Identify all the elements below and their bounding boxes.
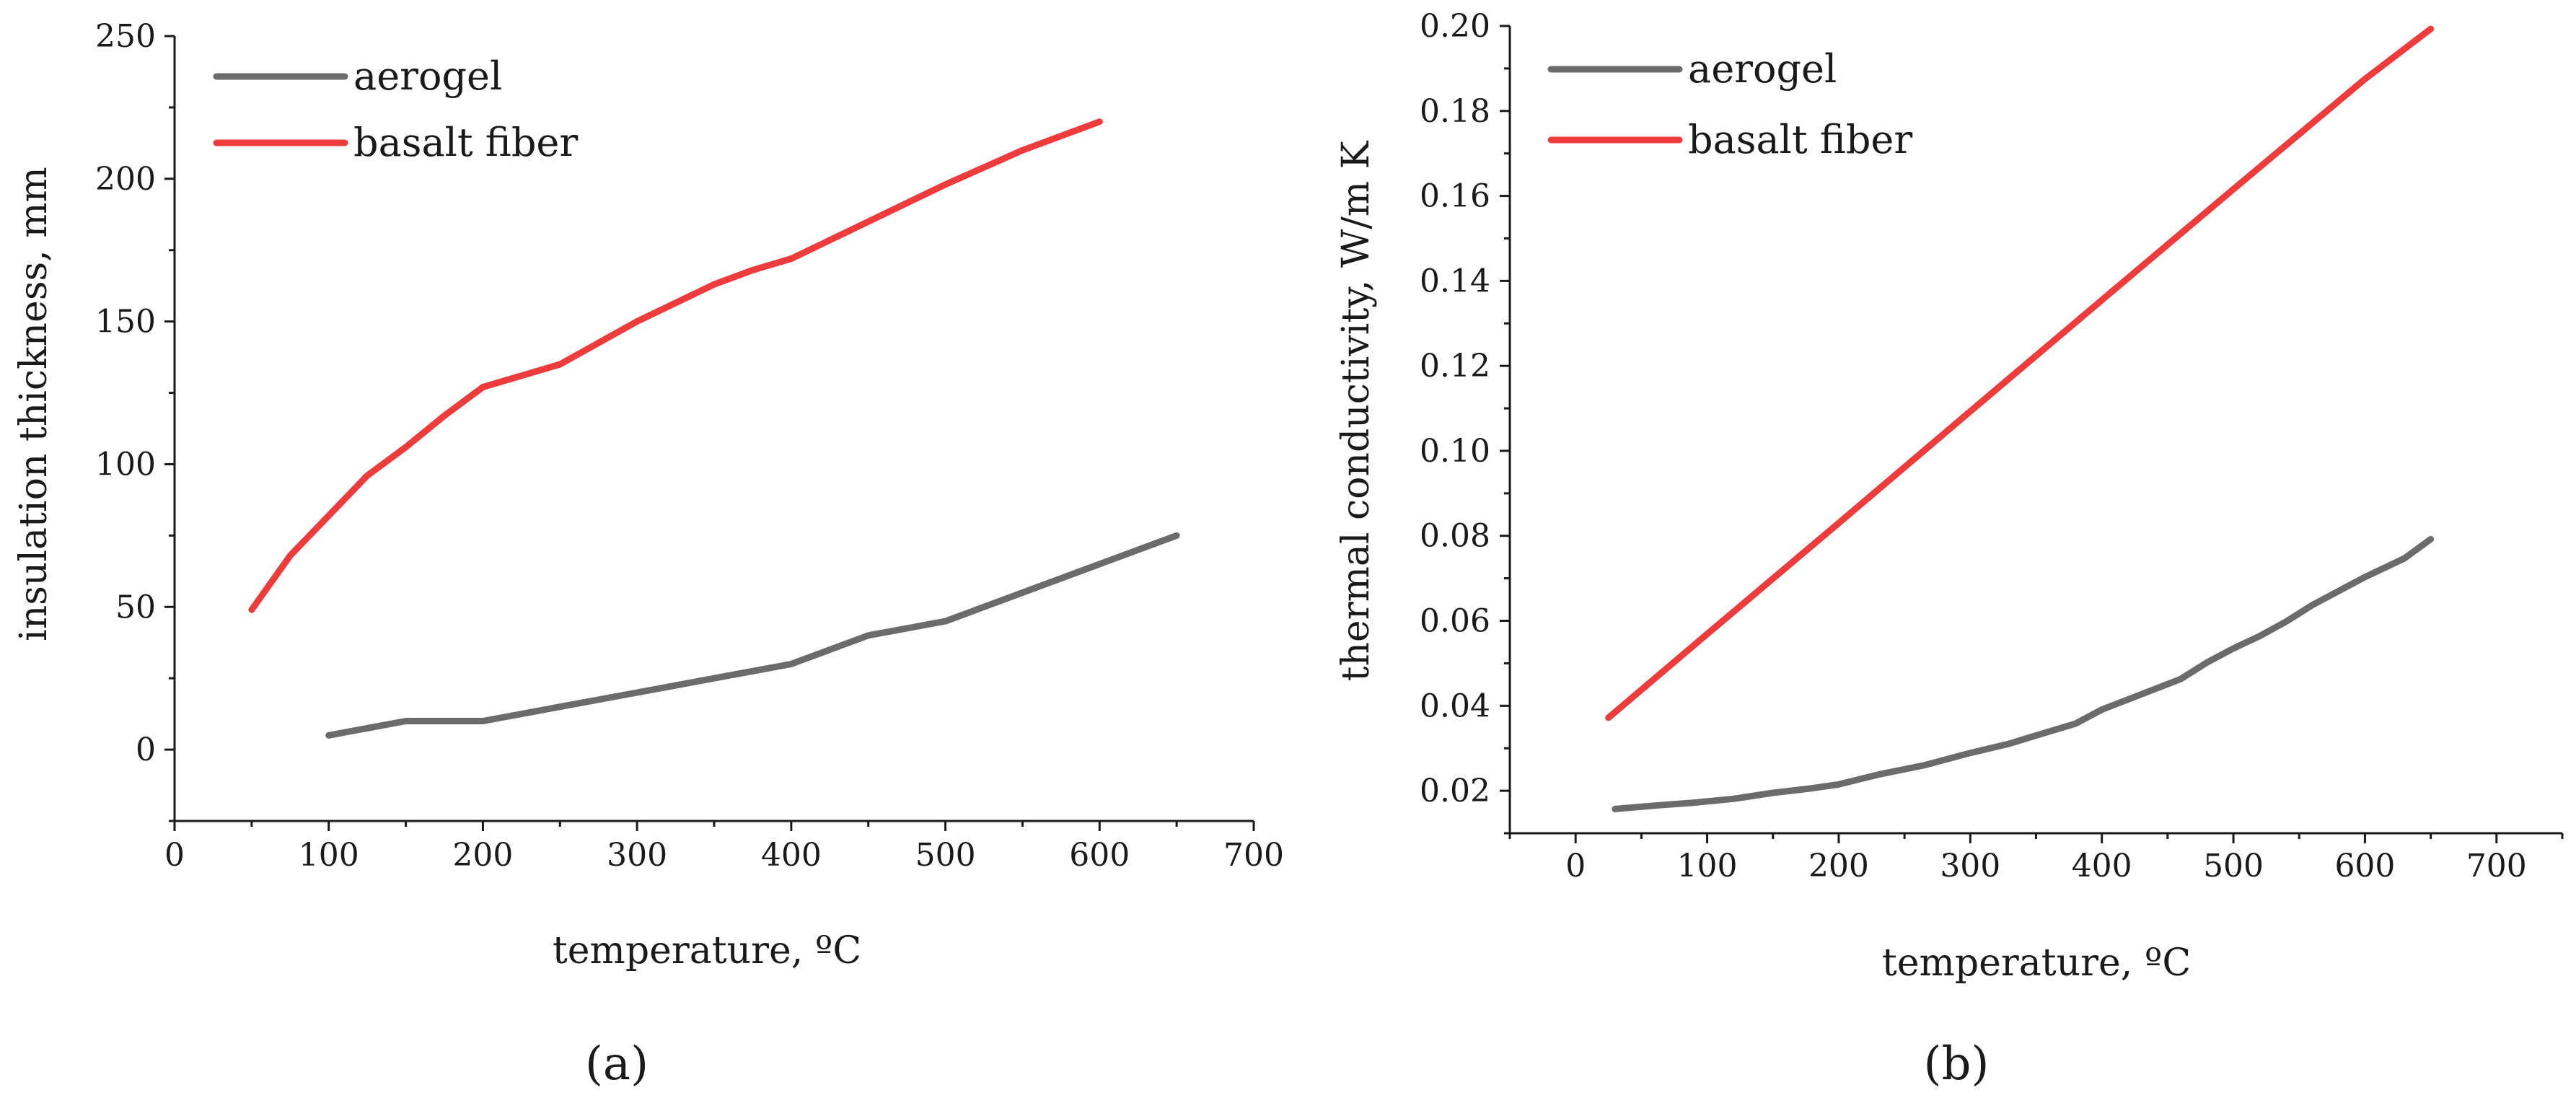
chart-b-x-tick-label: 500 xyxy=(2203,848,2264,884)
chart-b-panel-label: (b) xyxy=(1924,1037,1990,1091)
chart-panel-a: 0 50 100 150 200 250 0 100 200 300 400 500 600 700 t… xyxy=(12,18,1284,1091)
chart-b-x-tick-label: 100 xyxy=(1677,848,1738,884)
chart-a-series-line-aerogel xyxy=(325,532,1180,739)
chart-b-x-tick-label: 600 xyxy=(2334,848,2395,884)
chart-b-y-ticks: 0.02 0.04 0.06 0.08 0.10 0.12 0.14 0.16 0.18 0.20 xyxy=(1420,8,1510,835)
chart-b-y-tick-label: 0.10 xyxy=(1420,433,1490,470)
chart-b-x-ticks: 0 100 200 300 400 500 600 700 xyxy=(1508,833,2564,884)
chart-a-x-axis-title: temperature, ºC xyxy=(553,929,861,972)
chart-b-y-tick-label: 0.18 xyxy=(1420,93,1490,130)
chart-b-x-tick-label: 300 xyxy=(1940,848,2000,884)
chart-a-x-tick-label: 300 xyxy=(607,837,667,874)
chart-a-y-tick-label: 150 xyxy=(95,304,156,341)
chart-b-legend-label-basalt-fiber: basalt fiber xyxy=(1688,117,1912,162)
chart-a-x-tick-label: 200 xyxy=(452,837,513,874)
chart-b-series-line-basalt-fiber xyxy=(1605,25,2435,721)
chart-a-y-tick-label: 250 xyxy=(95,18,156,55)
chart-b-y-axis-title: thermal conductivity, W/m K xyxy=(1335,140,1378,681)
chart-a-y-tick-label: 50 xyxy=(115,589,156,625)
chart-b-legend-label-aerogel: aerogel xyxy=(1688,46,1837,92)
chart-b-y-tick-label: 0.12 xyxy=(1420,348,1490,385)
chart-a-legend: aerogel basalt fiber xyxy=(213,53,578,165)
chart-a-x-tick-label: 600 xyxy=(1069,837,1130,874)
chart-a-x-tick-label: 500 xyxy=(915,837,976,874)
chart-a-y-ticks: 0 50 100 150 200 250 xyxy=(95,18,175,822)
chart-b-series xyxy=(1605,25,2435,812)
chart-a-y-tick-label: 200 xyxy=(95,161,156,198)
chart-a-x-tick-label: 700 xyxy=(1223,837,1284,874)
chart-b-y-tick-label: 0.08 xyxy=(1420,518,1490,555)
chart-b-legend: aerogel basalt fiber xyxy=(1547,46,1912,162)
chart-a-y-tick-label: 0 xyxy=(136,732,156,768)
chart-b-x-tick-label: 200 xyxy=(1808,848,1869,884)
chart-a-series xyxy=(248,118,1180,739)
chart-a-y-axis-title: insulation thickness, mm xyxy=(12,167,56,641)
chart-b-y-tick-label: 0.16 xyxy=(1420,178,1490,215)
chart-b-y-tick-label: 0.04 xyxy=(1420,688,1490,724)
chart-a-legend-label-aerogel: aerogel xyxy=(353,53,502,99)
chart-a-series-line-basalt-fiber xyxy=(248,118,1103,613)
chart-panel-b: 0.02 0.04 0.06 0.08 0.10 0.12 0.14 0.16 0.18 0.20… xyxy=(1335,8,2564,1091)
chart-a-legend-label-basalt-fiber: basalt fiber xyxy=(353,120,578,165)
chart-a-y-tick-label: 100 xyxy=(95,446,156,483)
chart-b-y-tick-label: 0.14 xyxy=(1420,263,1490,299)
chart-b-x-tick-label: 700 xyxy=(2466,848,2527,884)
chart-b-x-tick-label: 0 xyxy=(1565,848,1586,884)
chart-b-y-tick-label: 0.02 xyxy=(1420,773,1490,809)
chart-a-x-ticks: 0 100 200 300 400 500 600 700 xyxy=(164,821,1284,874)
chart-a-panel-label: (a) xyxy=(585,1037,649,1091)
chart-a-x-tick-label: 400 xyxy=(761,837,822,874)
chart-a-x-tick-label: 100 xyxy=(299,837,359,874)
chart-b-x-axis-title: temperature, ºC xyxy=(1882,941,2191,985)
chart-b-x-tick-label: 400 xyxy=(2072,848,2132,884)
chart-b-series-line-aerogel xyxy=(1612,535,2435,812)
chart-b-y-tick-label: 0.20 xyxy=(1420,8,1490,45)
chart-b-y-tick-label: 0.06 xyxy=(1420,603,1490,640)
chart-a-x-tick-label: 0 xyxy=(164,837,185,874)
